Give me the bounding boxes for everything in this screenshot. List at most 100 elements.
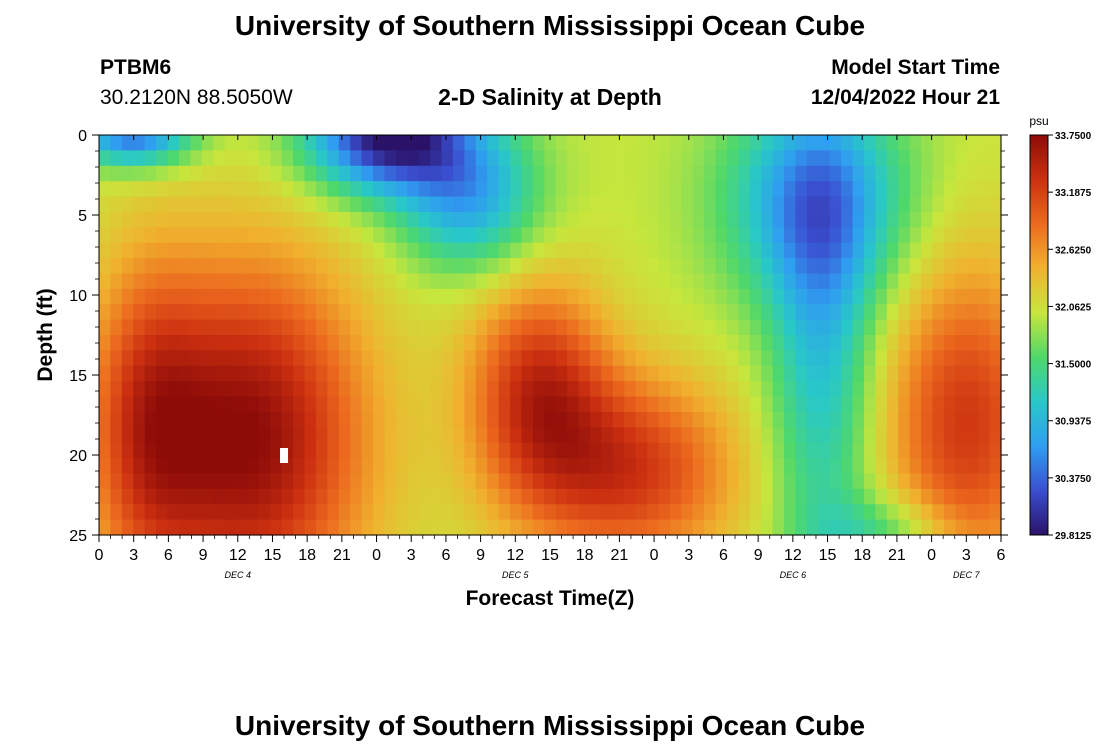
heatmap-cell xyxy=(304,473,317,490)
heatmap-cell xyxy=(669,473,682,490)
heatmap-cell xyxy=(852,396,865,413)
heatmap-cell xyxy=(818,350,831,367)
heatmap-cell xyxy=(327,258,340,275)
heatmap-cell xyxy=(144,504,157,521)
heatmap-cell xyxy=(624,335,637,351)
heatmap-cell xyxy=(772,473,785,490)
heatmap-cell xyxy=(898,273,911,290)
heatmap-cell xyxy=(921,304,934,321)
heatmap-cell xyxy=(669,488,682,505)
heatmap-cell xyxy=(395,488,408,505)
heatmap-cell xyxy=(806,165,819,182)
heatmap-cell xyxy=(955,211,968,228)
heatmap-cell xyxy=(475,488,488,505)
heatmap-cell xyxy=(110,335,123,351)
heatmap-cell xyxy=(647,381,660,398)
heatmap-cell xyxy=(544,181,557,198)
heatmap-cell xyxy=(784,519,797,536)
heatmap-cell xyxy=(224,165,237,182)
heatmap-cell xyxy=(567,488,580,505)
heatmap-cell xyxy=(806,365,819,382)
heatmap-cell xyxy=(578,258,591,275)
heatmap-cell xyxy=(738,165,751,182)
heatmap-cell xyxy=(669,150,682,167)
heatmap-cell xyxy=(978,242,991,259)
heatmap-cell xyxy=(498,381,511,398)
heatmap-cell xyxy=(886,458,899,475)
heatmap-cell xyxy=(772,258,785,275)
heatmap-cell xyxy=(452,473,465,490)
heatmap-cell xyxy=(430,396,443,413)
heatmap-cell xyxy=(247,350,260,367)
heatmap-cell xyxy=(236,135,249,151)
heatmap-cell xyxy=(795,365,808,382)
heatmap-cell xyxy=(544,319,557,336)
heatmap-cell xyxy=(555,319,568,336)
heatmap-cell xyxy=(110,381,123,398)
heatmap-cell xyxy=(841,304,854,321)
heatmap-cell xyxy=(304,196,317,213)
heatmap-cell xyxy=(395,335,408,351)
heatmap-cell xyxy=(99,519,112,536)
heatmap-cell xyxy=(99,135,112,151)
heatmap-cell xyxy=(475,211,488,228)
heatmap-cell xyxy=(669,242,682,259)
heatmap-cell xyxy=(863,473,877,490)
heatmap-cell xyxy=(350,227,363,244)
heatmap-cell xyxy=(532,135,545,151)
heatmap-cell xyxy=(133,150,146,167)
heatmap-cell xyxy=(373,396,386,413)
heatmap-cell xyxy=(635,365,648,382)
heatmap-cell xyxy=(955,335,968,351)
heatmap-cell xyxy=(555,242,568,259)
heatmap-cell xyxy=(430,242,443,259)
heatmap-cell xyxy=(293,442,306,459)
heatmap-cell xyxy=(156,181,169,198)
heatmap-cell xyxy=(224,488,237,505)
heatmap-cell xyxy=(327,458,340,475)
heatmap-cell xyxy=(612,458,625,475)
colorbar-tick-label: 32.0625 xyxy=(1055,302,1092,313)
heatmap-cell xyxy=(624,350,637,367)
heatmap-cell xyxy=(430,442,443,459)
heatmap-cell xyxy=(350,273,363,290)
heatmap-cell xyxy=(121,211,134,228)
heatmap-cell xyxy=(955,350,968,367)
heatmap-cell xyxy=(692,181,705,198)
heatmap-cell xyxy=(361,442,374,459)
model-start-time: 12/04/2022 Hour 21 xyxy=(810,86,1000,109)
heatmap-cell xyxy=(806,381,819,398)
heatmap-cell xyxy=(395,165,408,182)
heatmap-cell xyxy=(178,135,191,151)
heatmap-cell xyxy=(966,288,979,305)
heatmap-cell xyxy=(395,458,408,475)
heatmap-cell xyxy=(567,365,580,382)
heatmap-cell xyxy=(658,381,671,398)
heatmap-cell xyxy=(350,196,363,213)
heatmap-cell xyxy=(236,488,249,505)
heatmap-cell xyxy=(304,504,317,521)
heatmap-cell xyxy=(601,427,614,444)
heatmap-cell xyxy=(658,150,671,167)
heatmap-cell xyxy=(190,304,203,321)
heatmap-cell xyxy=(293,227,306,244)
heatmap-cell xyxy=(293,242,306,259)
heatmap-cell xyxy=(384,211,397,228)
heatmap-cell xyxy=(749,135,762,151)
heatmap-cell xyxy=(978,365,991,382)
heatmap-cell xyxy=(350,335,363,351)
heatmap-cell xyxy=(772,442,785,459)
heatmap-cell xyxy=(806,150,819,167)
heatmap-cell xyxy=(669,211,682,228)
heatmap-cell xyxy=(270,519,283,536)
heatmap-cell xyxy=(635,242,648,259)
heatmap-cell xyxy=(749,519,762,536)
heatmap-cell xyxy=(749,288,762,305)
heatmap-cell xyxy=(121,381,134,398)
heatmap-cell xyxy=(270,165,283,182)
heatmap-cell xyxy=(704,288,717,305)
heatmap-cell xyxy=(761,273,774,290)
heatmap-cell xyxy=(315,350,328,367)
heatmap-cell xyxy=(487,273,500,290)
heatmap-cell xyxy=(863,258,877,275)
